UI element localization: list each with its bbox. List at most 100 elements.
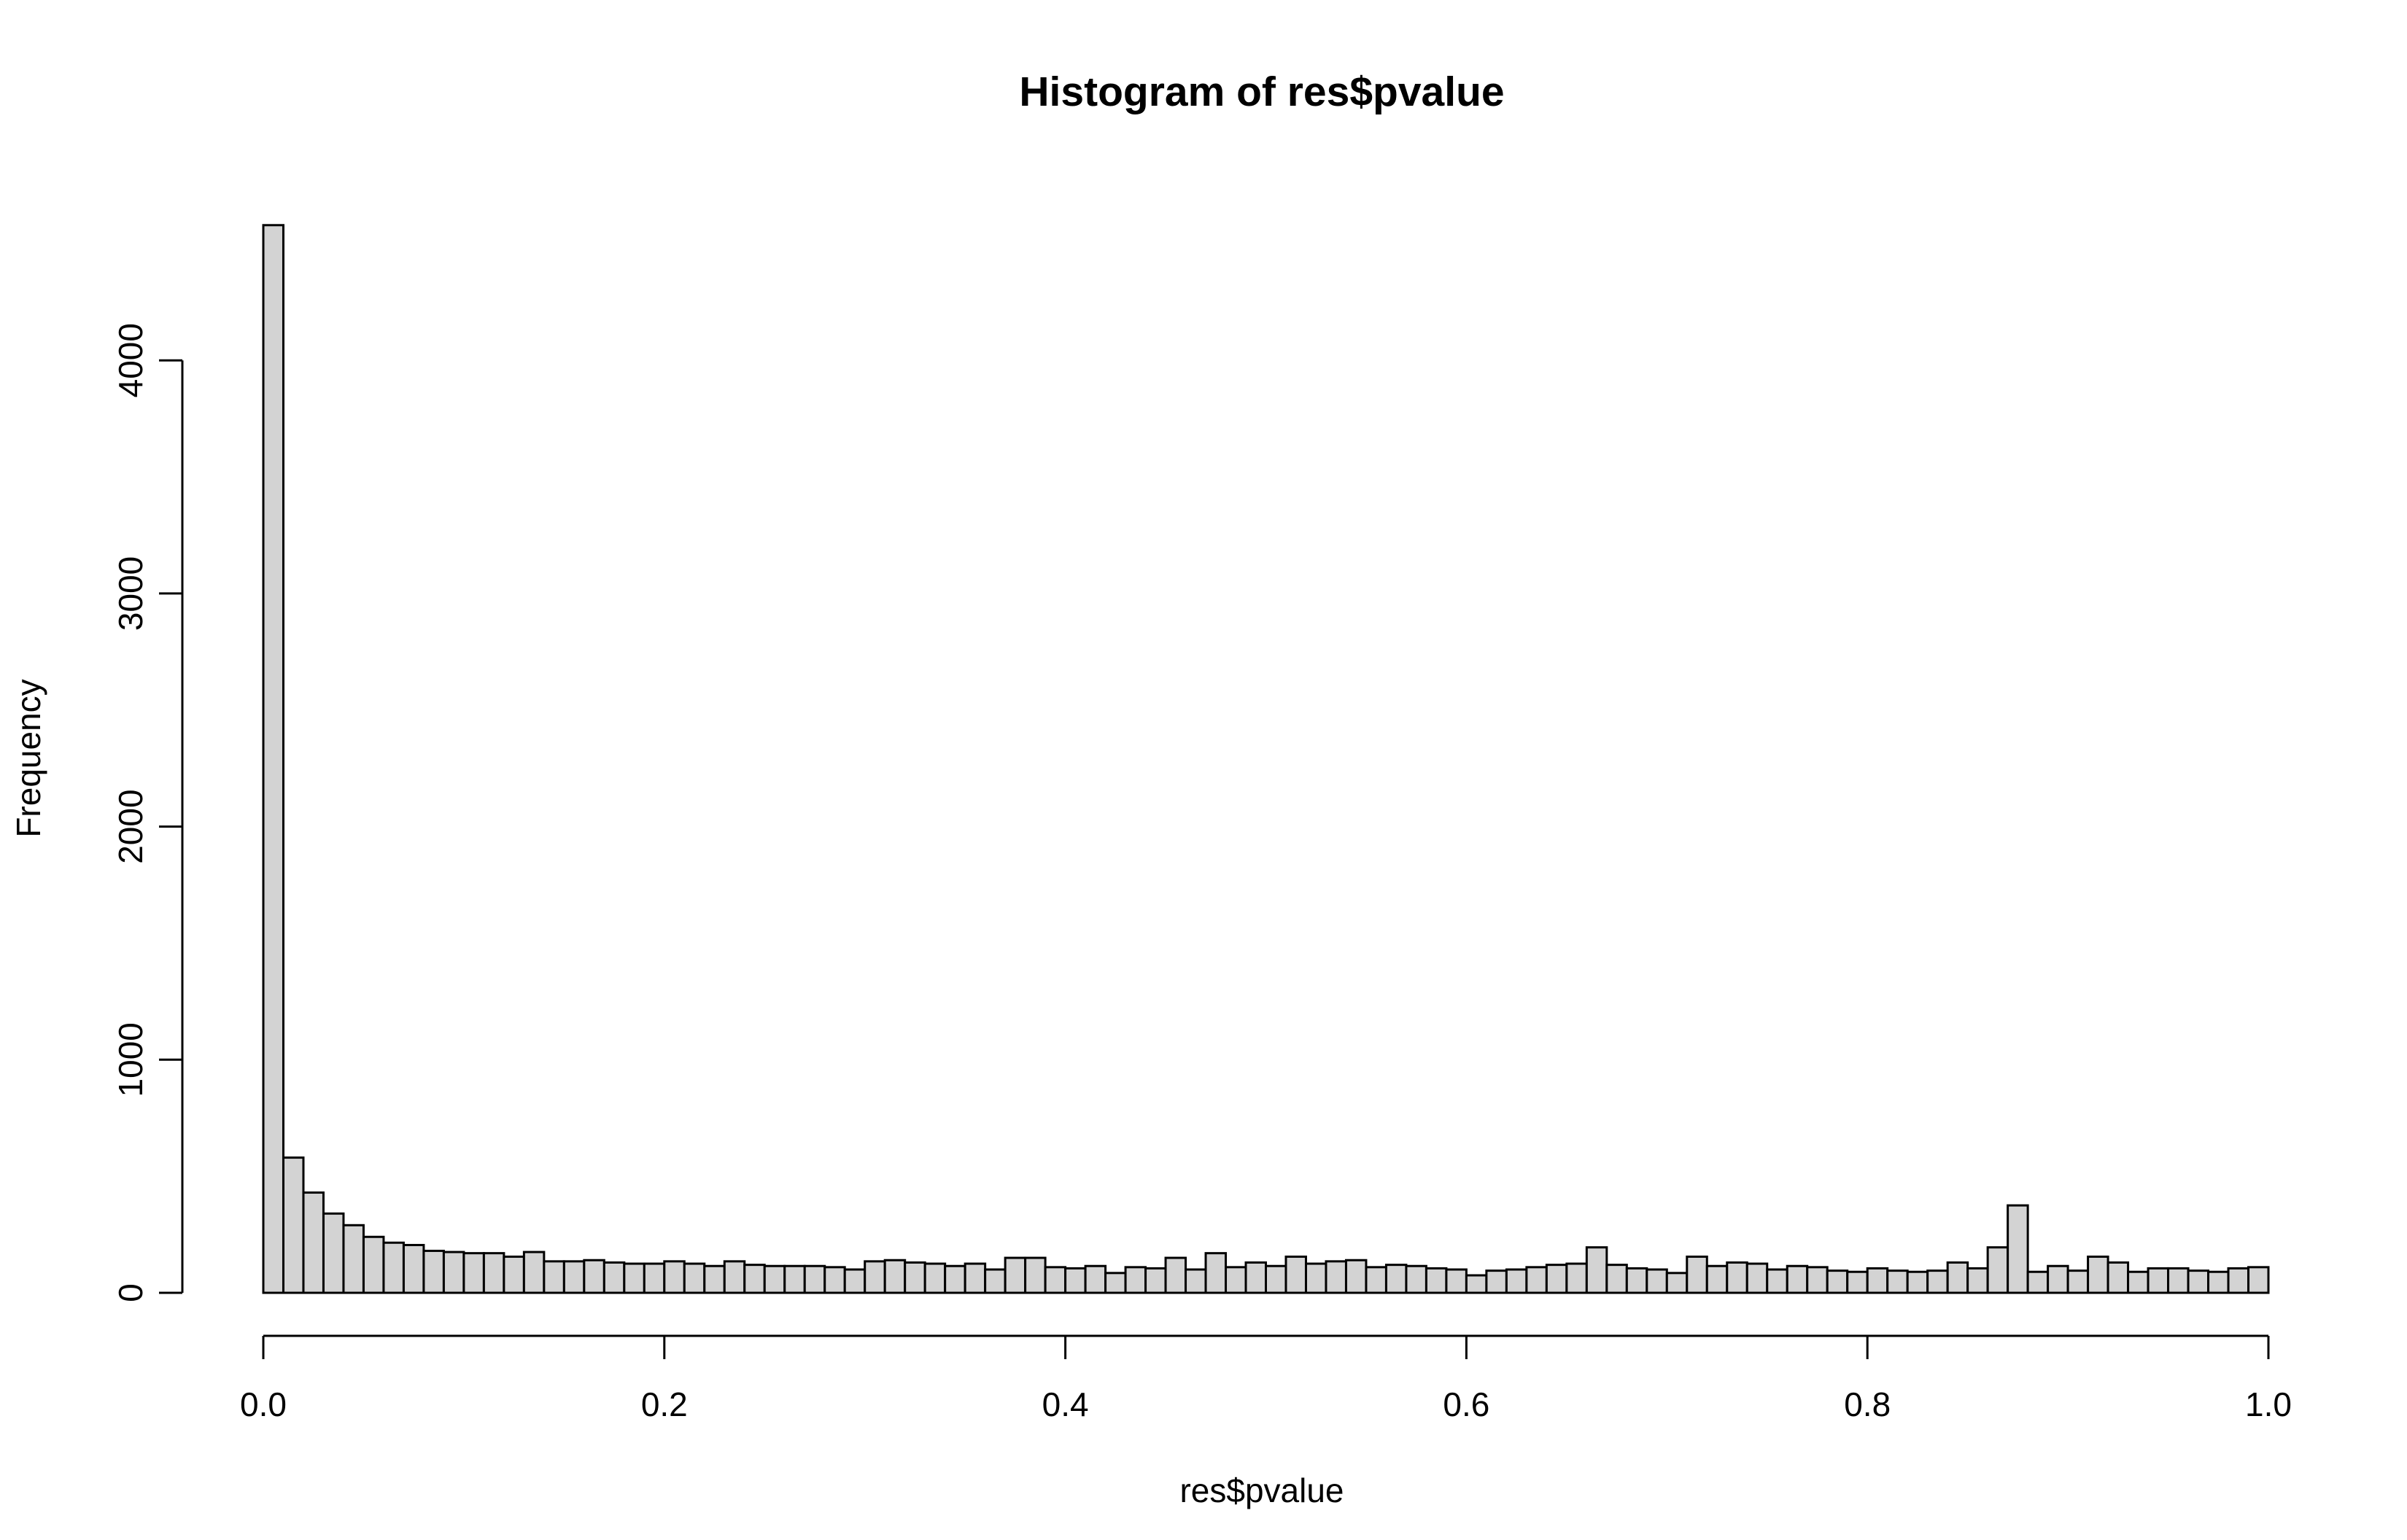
histogram-bar [2167, 1267, 2190, 1294]
histogram-bar [1425, 1267, 1448, 1294]
histogram-bar [1084, 1264, 1107, 1294]
histogram-bar [1325, 1260, 1347, 1294]
y-tick-label: 2000 [112, 789, 150, 863]
histogram-bar [1585, 1246, 1608, 1294]
histogram-bar [1445, 1268, 1468, 1294]
histogram-bar [864, 1260, 886, 1294]
histogram-bar [1225, 1266, 1247, 1294]
histogram-bar [1465, 1274, 1488, 1294]
histogram-bar [843, 1268, 867, 1294]
y-tick-label: 1000 [112, 1022, 150, 1097]
histogram-bar [1745, 1262, 1769, 1294]
histogram-bar [462, 1252, 485, 1294]
histogram-bar [482, 1252, 505, 1294]
histogram-bar [1064, 1267, 1087, 1294]
histogram-bar [1665, 1272, 1689, 1294]
histogram-bar [262, 224, 284, 1294]
histogram-bar [1686, 1255, 1708, 1294]
histogram-bar [1946, 1261, 1969, 1294]
y-tick-label: 0 [112, 1283, 150, 1302]
histogram-bar [2227, 1267, 2250, 1294]
histogram-bar [1986, 1246, 2009, 1294]
histogram-bar [1144, 1267, 1167, 1294]
histogram-bar [602, 1261, 626, 1294]
histogram-bar [763, 1264, 786, 1294]
histogram-bar [1625, 1267, 1648, 1294]
histogram-bar [1244, 1261, 1268, 1294]
x-axis-label: res$pvalue [1179, 1471, 1344, 1509]
histogram-bar [1545, 1264, 1568, 1294]
histogram-bar [1164, 1256, 1187, 1294]
histogram-bar [1886, 1269, 1909, 1294]
histogram-bar [1806, 1266, 1829, 1294]
histogram-bar [1966, 1267, 1989, 1294]
histogram-bar [1866, 1267, 1889, 1294]
histogram-bar [2066, 1269, 2090, 1294]
y-axis-label: Frequency [9, 679, 47, 837]
histogram-bar [1565, 1262, 1588, 1294]
histogram-bar [1304, 1262, 1327, 1294]
histogram-bar [643, 1262, 666, 1294]
x-tick-label: 0.4 [1042, 1385, 1089, 1423]
histogram-bar [2127, 1270, 2150, 1294]
histogram-bar [382, 1241, 405, 1294]
x-tick-label: 1.0 [2245, 1385, 2292, 1423]
histogram-bar [1365, 1266, 1387, 1294]
histogram-bar [944, 1264, 966, 1294]
histogram-bar [362, 1235, 385, 1294]
x-tick-label: 0.8 [1844, 1385, 1891, 1423]
histogram-bar [1204, 1252, 1228, 1294]
histogram-bar [342, 1224, 365, 1294]
histogram-bar [1124, 1266, 1147, 1294]
histogram-bar [1344, 1259, 1368, 1294]
histogram-bar [302, 1191, 325, 1294]
histogram-bar [923, 1262, 947, 1294]
histogram-bar [663, 1260, 686, 1294]
histogram-bar [1926, 1269, 1949, 1294]
histogram-bar [1265, 1264, 1287, 1294]
histogram-bar [2047, 1264, 2069, 1294]
histogram-bar [503, 1255, 525, 1294]
histogram-bar [322, 1212, 345, 1294]
histogram-bar [2026, 1270, 2050, 1294]
histogram-bar [743, 1264, 766, 1294]
histogram-bar [522, 1251, 546, 1294]
histogram-bar [562, 1260, 586, 1294]
histogram-bar [1505, 1268, 1528, 1294]
histogram-bar [1004, 1256, 1027, 1294]
histogram-bar [543, 1260, 565, 1294]
histogram-bar [2147, 1267, 2170, 1294]
x-tick-label: 0.0 [240, 1385, 287, 1423]
histogram-bar [422, 1249, 445, 1294]
histogram-bar [623, 1262, 646, 1294]
histogram-bar [1185, 1268, 1207, 1294]
histogram-bar [783, 1264, 806, 1294]
histogram-bar [683, 1262, 706, 1294]
histogram-bar [1705, 1264, 1729, 1294]
histogram-bar [823, 1266, 846, 1294]
histogram-bar [1104, 1272, 1127, 1294]
histogram-bar [1284, 1255, 1307, 1294]
histogram-bar [2087, 1255, 2109, 1294]
histogram-bar [1786, 1264, 1809, 1294]
histogram-bars [262, 224, 2270, 1294]
histogram-bar [964, 1262, 987, 1294]
histogram-bar [984, 1268, 1007, 1294]
histogram-bar [1525, 1266, 1548, 1294]
histogram-bar [1906, 1270, 1929, 1294]
histogram-bar [2187, 1269, 2210, 1294]
histogram-bar [2106, 1261, 2130, 1294]
histogram-bar [583, 1259, 605, 1294]
histogram-bar [1024, 1256, 1047, 1294]
histogram-bar [1044, 1266, 1067, 1294]
histogram-bar [1826, 1269, 1849, 1294]
histogram-bar [1766, 1268, 1788, 1294]
y-axis: 0 1000 2000 3000 4000 [112, 323, 184, 1302]
x-tick-label: 0.2 [641, 1385, 688, 1423]
histogram-bar [1605, 1264, 1628, 1294]
histogram-bar [703, 1264, 726, 1294]
histogram-bar [2207, 1270, 2230, 1294]
histogram-bar [442, 1251, 465, 1294]
histogram-bar [803, 1264, 826, 1294]
